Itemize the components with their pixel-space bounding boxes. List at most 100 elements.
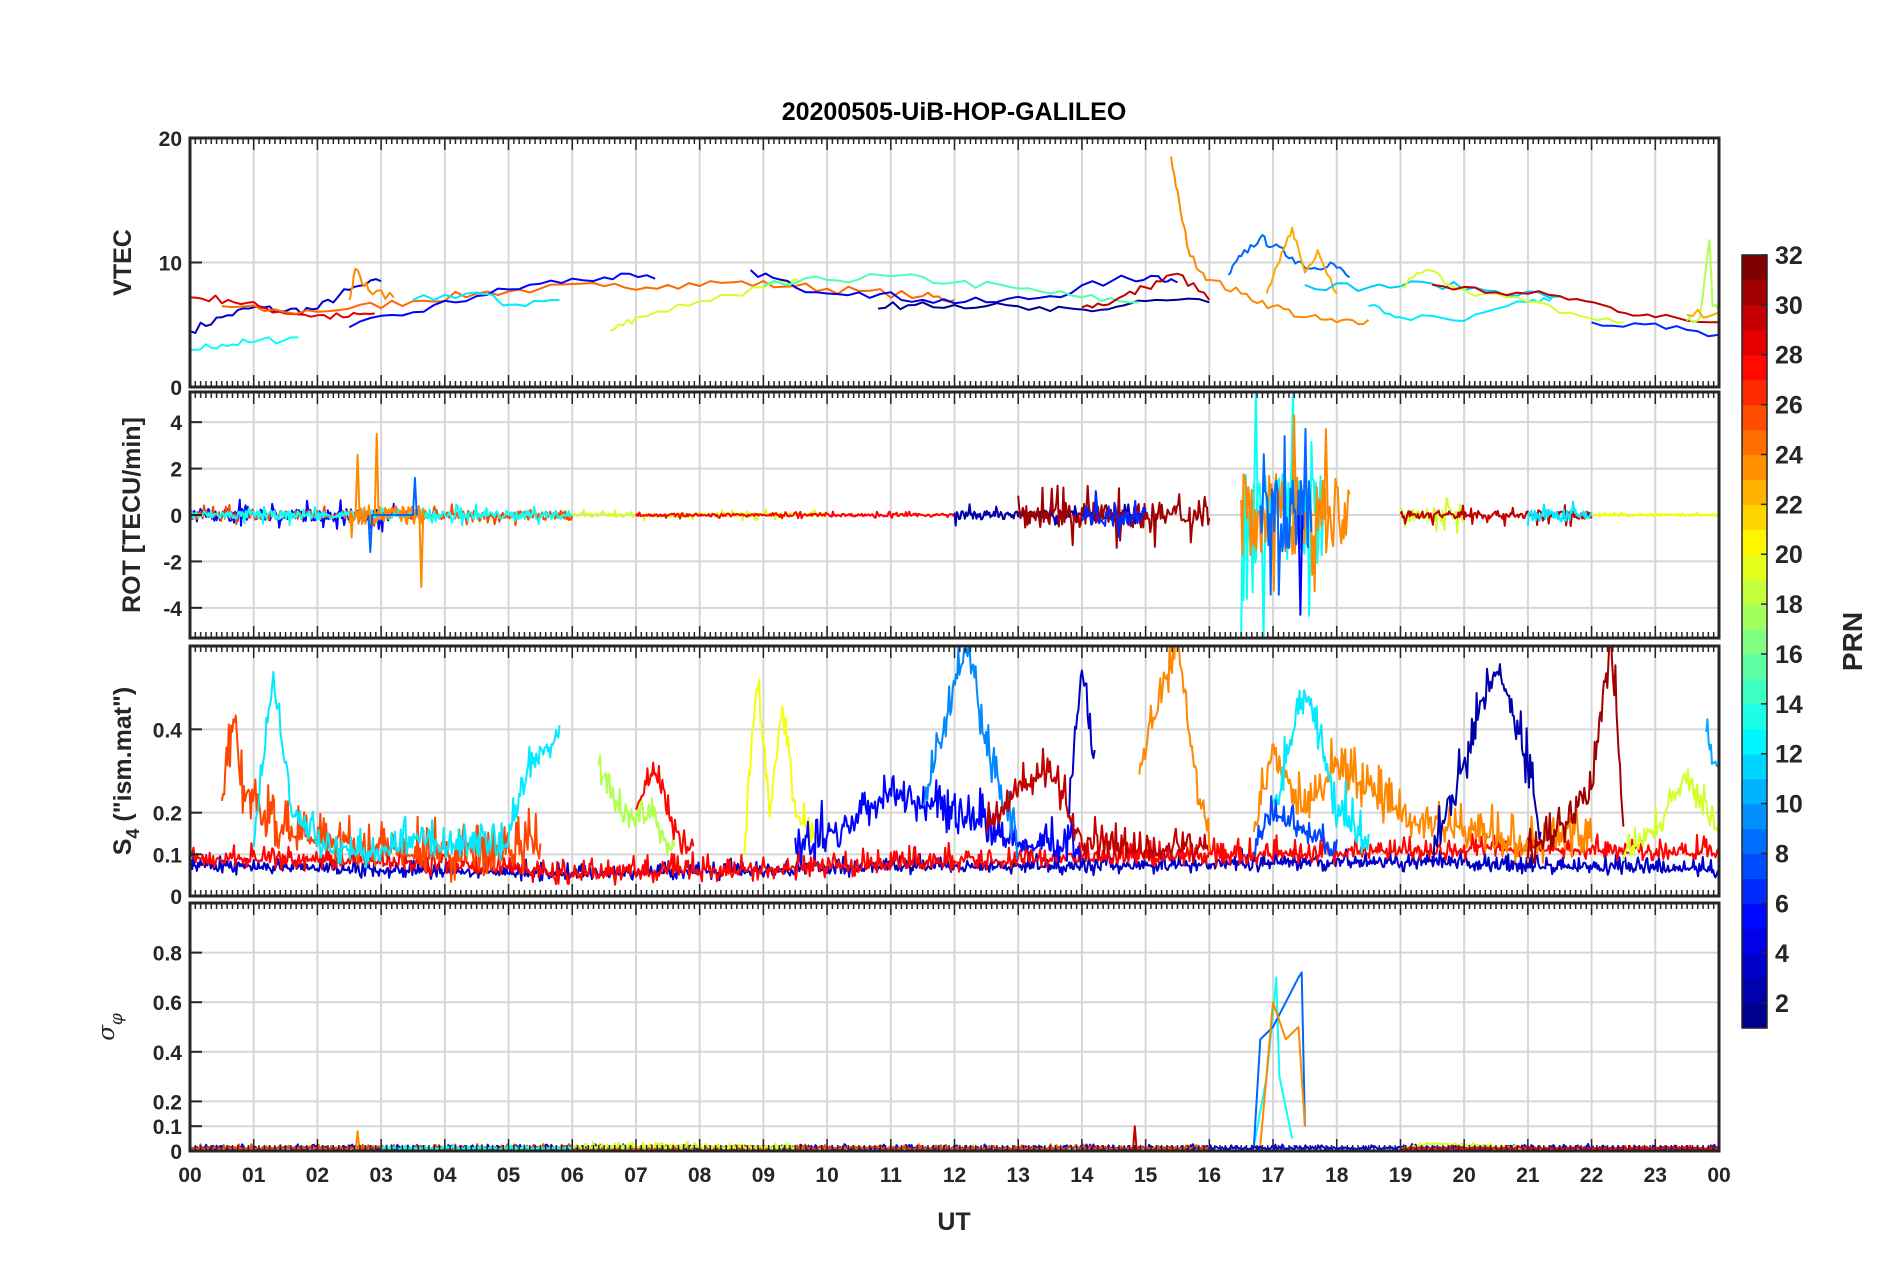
vtec-y-axis-label: VTEC	[109, 229, 137, 296]
rot-series-prn-28	[635, 510, 956, 520]
x-tick-label: 00	[1707, 1164, 1730, 1187]
s4-series-prn-2	[1431, 663, 1542, 866]
colorbar-tick-label: 18	[1775, 591, 1803, 619]
sigma_phi-series-prn-24	[1259, 1001, 1306, 1147]
colorbar-segment	[1742, 479, 1767, 505]
sigma_phi-series-prn-30	[1131, 1125, 1138, 1151]
vtec-series-prn-19	[1400, 269, 1624, 324]
s4-series-prn-28	[635, 761, 695, 855]
x-tick-label: 02	[306, 1164, 329, 1187]
vtec-series-prn-12	[412, 291, 560, 308]
rot-x-ticks	[189, 392, 1720, 638]
vtec-series-prn-23	[1265, 226, 1338, 295]
chart-title: 20200505-UiB-HOP-GALILEO	[782, 98, 1127, 126]
vtec-series-prn-4	[749, 269, 1178, 305]
colorbar-segment	[1742, 379, 1767, 406]
colorbar-segment	[1742, 554, 1767, 580]
s4-series-prn-12	[252, 670, 561, 869]
rot-series-prn-24	[348, 504, 427, 539]
rot-y-tick-label: 2	[170, 459, 182, 482]
colorbar-segment	[1742, 629, 1767, 655]
sigma_phi-y-tick-label: 0.2	[153, 1091, 182, 1114]
colorbar-segment	[1742, 953, 1767, 979]
colorbar-tick-label: 30	[1775, 292, 1803, 320]
panel-s4: 0 0.1 0.2 0.4 S4 ("ism.mat")	[109, 644, 1721, 909]
colorbar-segment	[1742, 778, 1767, 805]
vtec-series-prn-5	[348, 272, 656, 329]
rot-series-prn-8	[1259, 427, 1313, 596]
s4-y-axis-label: S4 ("ism.mat")	[109, 687, 143, 856]
x-tick-label: 08	[688, 1164, 712, 1187]
s4-y-tick-label: 0.2	[153, 803, 182, 826]
panel-vtec: 0 10 20 VTEC	[109, 128, 1721, 400]
colorbar-tick-label: 12	[1775, 741, 1803, 769]
colorbar-segment	[1742, 354, 1767, 381]
colorbar-segment	[1742, 1003, 1767, 1029]
vtec-series-prn-6	[1591, 321, 1719, 338]
x-tick-label: 13	[1007, 1164, 1030, 1187]
vtec-y-tick-label: 20	[159, 128, 182, 151]
rot-series-prn-20	[1591, 511, 1719, 518]
colorbar-segment	[1742, 753, 1767, 780]
colorbar-tick-label: 26	[1775, 392, 1803, 420]
s4-series-prn-10	[1705, 718, 1719, 770]
colorbar-segment	[1742, 404, 1767, 431]
vtec-series-prn-15	[762, 273, 1140, 304]
x-tick-label: 22	[1580, 1164, 1603, 1187]
x-tick-labels: 00 01 02 03 04 05 06 07 08 09 10 11 12 13 14 15 16 17 18 19…	[178, 1164, 1730, 1187]
colorbar-segment	[1742, 304, 1767, 331]
colorbar-tick-label: 8	[1775, 840, 1789, 868]
s4-series-prn-5	[794, 774, 1083, 866]
s4-series-prn-9	[922, 646, 1020, 859]
sigma_phi-y-tick-label: 0.6	[153, 992, 182, 1015]
colorbar-tick-label: 4	[1775, 940, 1789, 968]
colorbar-segment	[1742, 529, 1767, 555]
sigma_phi-series-prn-24	[354, 1130, 361, 1151]
x-tick-label: 06	[561, 1164, 584, 1187]
colorbar-tick-label: 32	[1775, 242, 1803, 270]
x-tick-label: 10	[815, 1164, 838, 1187]
vtec-series-prn-1	[877, 297, 1210, 313]
s4-series-prn-26	[220, 714, 542, 883]
x-tick-label: 21	[1516, 1164, 1540, 1187]
colorbar-tick-label: 24	[1775, 441, 1803, 469]
colorbar-segment	[1742, 928, 1767, 954]
colorbar-tick-label: 28	[1775, 342, 1803, 370]
vtec-series-prn-24	[348, 267, 395, 301]
s4-series-prn-18	[596, 754, 676, 857]
x-tick-label: 04	[433, 1164, 457, 1187]
s4-series-prn-31	[1526, 646, 1625, 864]
vtec-series-prn-29	[190, 294, 375, 320]
colorbar-segment	[1742, 429, 1767, 456]
colorbar-segment	[1742, 828, 1767, 855]
colorbar-segment	[1742, 579, 1767, 605]
sigma_phi-y-tick-label: 0.1	[153, 1116, 183, 1139]
s4-series-prn-24	[1252, 737, 1593, 864]
x-tick-label: 00	[178, 1164, 201, 1187]
x-tick-label: 16	[1198, 1164, 1221, 1187]
x-tick-label: 20	[1452, 1164, 1475, 1187]
vtec-series-prn-18	[1686, 239, 1719, 323]
colorbar-segment	[1742, 279, 1767, 306]
vtec-y-tick-label: 0	[170, 377, 182, 400]
s4-series-prn-12	[1272, 689, 1370, 855]
colorbar-segment	[1742, 604, 1767, 630]
sigma_phi-y-tick-label: 0.8	[153, 943, 183, 966]
colorbar-segment	[1742, 653, 1767, 680]
vtec-series-prn-13	[190, 336, 299, 351]
x-tick-label: 09	[752, 1164, 775, 1187]
sigma_phi-series-prn-8	[1252, 971, 1306, 1147]
colorbar-segment	[1742, 978, 1767, 1004]
vtec-series-prn-8	[1227, 234, 1351, 279]
colorbar-segment	[1742, 329, 1767, 356]
sigma_phi-grid	[190, 903, 1719, 1151]
colorbar-frame	[1741, 254, 1768, 1029]
rot-series-prn-5	[1297, 514, 1304, 616]
colorbar-segment	[1742, 255, 1767, 281]
x-tick-label: 18	[1325, 1164, 1349, 1187]
x-tick-label: 23	[1644, 1164, 1667, 1187]
x-tick-label: 17	[1261, 1164, 1284, 1187]
x-tick-label: 05	[497, 1164, 521, 1187]
